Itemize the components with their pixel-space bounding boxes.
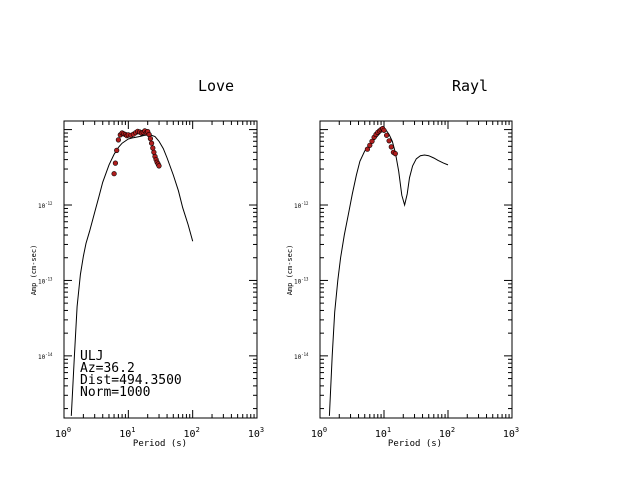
distance-annotation: Dist=494.3500 [80, 373, 182, 388]
rayleigh-y-tick-label: 10-13 [294, 276, 309, 285]
rayleigh-observed-points [364, 126, 398, 157]
rayleigh-observed-point [364, 146, 371, 152]
love-observed-point [112, 160, 118, 166]
rayleigh-plot-frame [319, 120, 513, 419]
love-x-tick-label: 103 [248, 426, 264, 440]
rayleigh-title: Rayl [452, 77, 488, 95]
rayleigh-ticks [319, 121, 512, 418]
love-x-axis-label: Period (s) [133, 439, 187, 449]
love-observed-point [114, 147, 120, 153]
love-y-tick-label: 10-13 [38, 276, 53, 285]
love-plot-frame [63, 120, 258, 419]
rayleigh-panel: Rayl 100 101 102 103 10-14 10-13 10-12 Period … [286, 77, 519, 449]
rayleigh-theoretical-curve [328, 129, 449, 416]
rayleigh-observed-point [369, 138, 375, 144]
rayleigh-tick-labels: 100 101 102 103 10-14 10-13 10-12 [294, 201, 519, 440]
love-panel: Love 100 101 102 103 10-14 10-13 10-12 Period … [30, 77, 264, 449]
love-x-tick-label: 100 [55, 426, 71, 440]
rayleigh-y-tick-label: 10-12 [294, 201, 309, 210]
love-observed-point [151, 149, 157, 155]
rayleigh-observed-point [386, 138, 392, 144]
love-y-axis-label: Amp (cm-sec) [30, 245, 38, 296]
rayleigh-x-tick-label: 103 [503, 426, 519, 440]
rayleigh-x-tick-label: 100 [311, 426, 327, 440]
rayleigh-y-axis-label: Amp (cm-sec) [286, 245, 294, 296]
rayleigh-y-tick-label: 10-14 [294, 352, 309, 361]
love-observed-point [150, 145, 156, 151]
love-y-tick-label: 10-14 [38, 352, 53, 361]
love-observed-point [147, 136, 153, 142]
norm-annotation: Norm=1000 [80, 385, 150, 400]
rayleigh-observed-point [392, 151, 398, 157]
love-x-tick-label: 102 [184, 426, 200, 440]
love-observed-point [149, 140, 155, 146]
rayleigh-x-tick-label: 101 [375, 426, 391, 440]
love-y-tick-label: 10-12 [38, 201, 53, 210]
rayleigh-observed-point [388, 144, 394, 150]
love-observed-point [115, 137, 121, 143]
rayleigh-x-tick-label: 102 [439, 426, 455, 440]
love-theoretical-curve [70, 134, 194, 416]
rayleigh-x-axis-label: Period (s) [388, 439, 442, 449]
love-title: Love [198, 77, 234, 95]
love-observed-point [156, 163, 162, 169]
rayleigh-observed-point [384, 132, 390, 138]
station-annotation: ULJ [80, 349, 103, 364]
love-x-tick-label: 101 [119, 426, 135, 440]
love-observed-points [111, 128, 162, 177]
azimuth-annotation: Az=36.2 [80, 361, 135, 376]
love-ticks [63, 121, 257, 418]
rayleigh-observed-point [381, 127, 387, 133]
love-observed-point [111, 171, 117, 177]
rayleigh-observed-point [367, 142, 373, 148]
